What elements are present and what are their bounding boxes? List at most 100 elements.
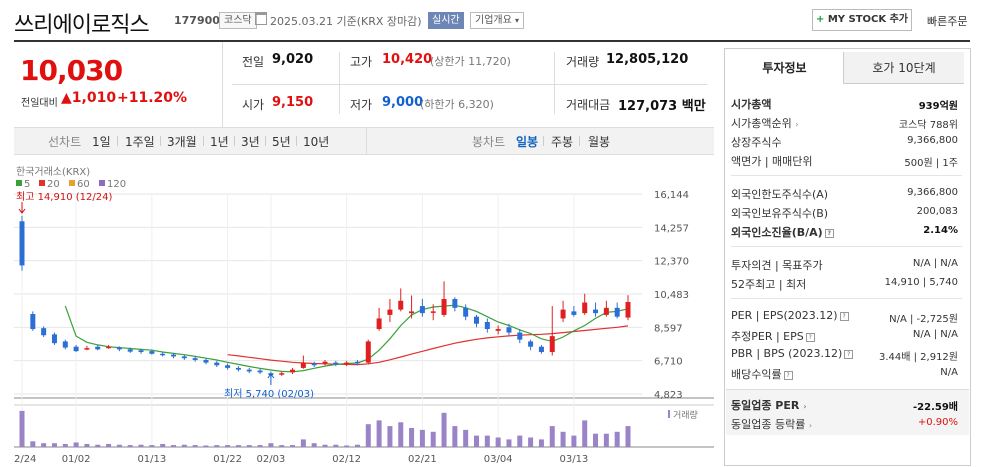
industry-per-value: -22.59배 xyxy=(913,402,958,413)
x-tick-label: 03/13 xyxy=(559,454,588,465)
candle-body xyxy=(506,327,512,333)
tab-period-3m[interactable]: 3개월 xyxy=(167,135,197,149)
x-tick-label: 02/03 xyxy=(256,454,285,465)
volume-bar xyxy=(138,444,144,447)
candle-body xyxy=(409,311,415,314)
volume-bar xyxy=(560,431,566,447)
summary-divider xyxy=(232,84,707,85)
est-per-eps-text: 추정PER | EPS xyxy=(731,330,804,343)
tab-investment-info[interactable]: 투자정보 xyxy=(726,52,843,84)
volume-bar xyxy=(51,443,57,447)
info-icon[interactable]: ? xyxy=(805,332,815,342)
volume-bar xyxy=(127,445,133,447)
candle-body xyxy=(603,307,609,315)
candle-body xyxy=(582,302,588,314)
candlestick-chart[interactable]: 16,144 14,257 12,370 10,483 8,597 6,710 4,823 1… xyxy=(14,160,714,467)
volume-bar xyxy=(549,426,555,447)
change-label: 전일대비 xyxy=(21,98,58,109)
per-eps-value: N/A | -2,725원 xyxy=(889,314,958,325)
par-value-label: 액면가 | 매매단위 xyxy=(731,155,813,168)
candle-body xyxy=(30,314,36,330)
volume-bar xyxy=(62,443,68,447)
est-per-eps-label: 추정PER | EPS? xyxy=(731,328,815,344)
candle-body xyxy=(463,307,469,317)
industry-per-label[interactable]: 동일업종 PER › xyxy=(731,397,807,413)
tab-period-1w[interactable]: 1주일 xyxy=(125,135,155,149)
info-icon[interactable]: ? xyxy=(844,349,854,359)
live-badge[interactable]: 실시간 xyxy=(428,12,464,29)
pbr-bps-text: PBR | BPS (2023.12) xyxy=(731,347,843,360)
volume-bar xyxy=(398,422,404,447)
prev-close-value: 9,020 xyxy=(272,52,314,67)
volume-bar xyxy=(571,435,577,447)
tab-period-10y[interactable]: 10년 xyxy=(303,135,330,149)
volume-value: 12,805,120 xyxy=(606,52,689,67)
tab-daily-candle[interactable]: 일봉 xyxy=(516,135,539,149)
candle-body xyxy=(225,365,231,368)
upper-limit: (상한가 11,720) xyxy=(430,55,511,68)
add-mystock-button[interactable]: + MY STOCK 추가 xyxy=(812,9,912,31)
tab-period-5y[interactable]: 5년 xyxy=(272,135,291,149)
company-overview-dropdown[interactable]: 기업개요 ▾ xyxy=(470,12,525,29)
tab-line-chart[interactable]: 선차트 xyxy=(48,135,82,149)
info-icon[interactable]: ? xyxy=(783,370,793,380)
market-cap-rank-label[interactable]: 시가총액순위 › xyxy=(731,115,798,131)
volume-bar xyxy=(441,412,447,447)
volume-bar xyxy=(625,426,631,447)
tab-period-1y[interactable]: 1년 xyxy=(210,135,229,149)
candle-body xyxy=(41,328,47,336)
tab-period-1d[interactable]: 1일 xyxy=(92,135,111,149)
foreign-ratio-value: 2.14% xyxy=(923,225,958,236)
fast-order-link[interactable]: 빠른주문 xyxy=(927,15,968,28)
candle-body xyxy=(528,341,534,347)
y-tick-label: 10,483 xyxy=(654,290,689,301)
candle-body xyxy=(279,373,285,375)
volume-bar xyxy=(365,424,371,447)
tab-weekly-candle[interactable]: 주봉 xyxy=(551,135,574,149)
industry-per-text: 동일업종 PER xyxy=(731,399,800,412)
volume-bar xyxy=(419,429,425,447)
high-label: 고가 xyxy=(350,55,373,69)
volume-bar xyxy=(614,431,620,447)
candle-body xyxy=(560,309,566,319)
candle-body xyxy=(365,341,371,363)
legend-swatch xyxy=(39,180,45,186)
tab-candle-chart[interactable]: 봉차트 xyxy=(472,135,506,149)
volume-bar xyxy=(171,445,176,447)
y-tick-label: 16,144 xyxy=(654,190,689,201)
volume-bar xyxy=(30,441,36,447)
week52-label: 52주최고 | 최저 xyxy=(731,278,807,291)
x-tick-label: 01/13 xyxy=(137,454,166,465)
candle-body xyxy=(171,354,176,357)
tab-order-book[interactable]: 호가 10단계 xyxy=(843,52,964,84)
volume-bar xyxy=(95,444,101,447)
info-icon[interactable]: ? xyxy=(824,228,834,238)
candle-body xyxy=(354,361,360,364)
volume-bar xyxy=(106,443,112,447)
volume-bar xyxy=(235,445,241,447)
header-divider xyxy=(14,40,970,42)
tab-period-3y[interactable]: 3년 xyxy=(241,135,260,149)
volume-bar xyxy=(290,445,296,447)
volume-bar xyxy=(300,439,306,447)
amount-label: 거래대금 xyxy=(566,98,611,112)
low-label: 저가 xyxy=(350,98,373,112)
info-icon[interactable]: ? xyxy=(839,311,849,321)
x-tick-label: 02/12 xyxy=(332,454,361,465)
chevron-right-icon: › xyxy=(803,402,807,411)
candle-body xyxy=(95,346,101,350)
y-tick-label: 14,257 xyxy=(654,223,689,234)
candle-body xyxy=(549,336,555,353)
x-tick-label: 02/21 xyxy=(408,454,437,465)
industry-change-label[interactable]: 동일업종 등락률 › xyxy=(731,416,812,432)
est-per-eps-value: N/A | N/A xyxy=(912,329,958,340)
market-cap-rank-text: 시가총액순위 xyxy=(731,117,792,130)
listed-shares-value: 9,366,800 xyxy=(907,135,958,146)
legend-label: 120 xyxy=(107,179,126,190)
legend-swatch xyxy=(69,180,75,186)
chevron-down-icon: ▾ xyxy=(515,16,520,25)
tab-monthly-candle[interactable]: 월봉 xyxy=(588,135,611,149)
candle-body xyxy=(430,311,436,313)
candle-body xyxy=(84,348,90,350)
volume-bar xyxy=(474,435,479,447)
